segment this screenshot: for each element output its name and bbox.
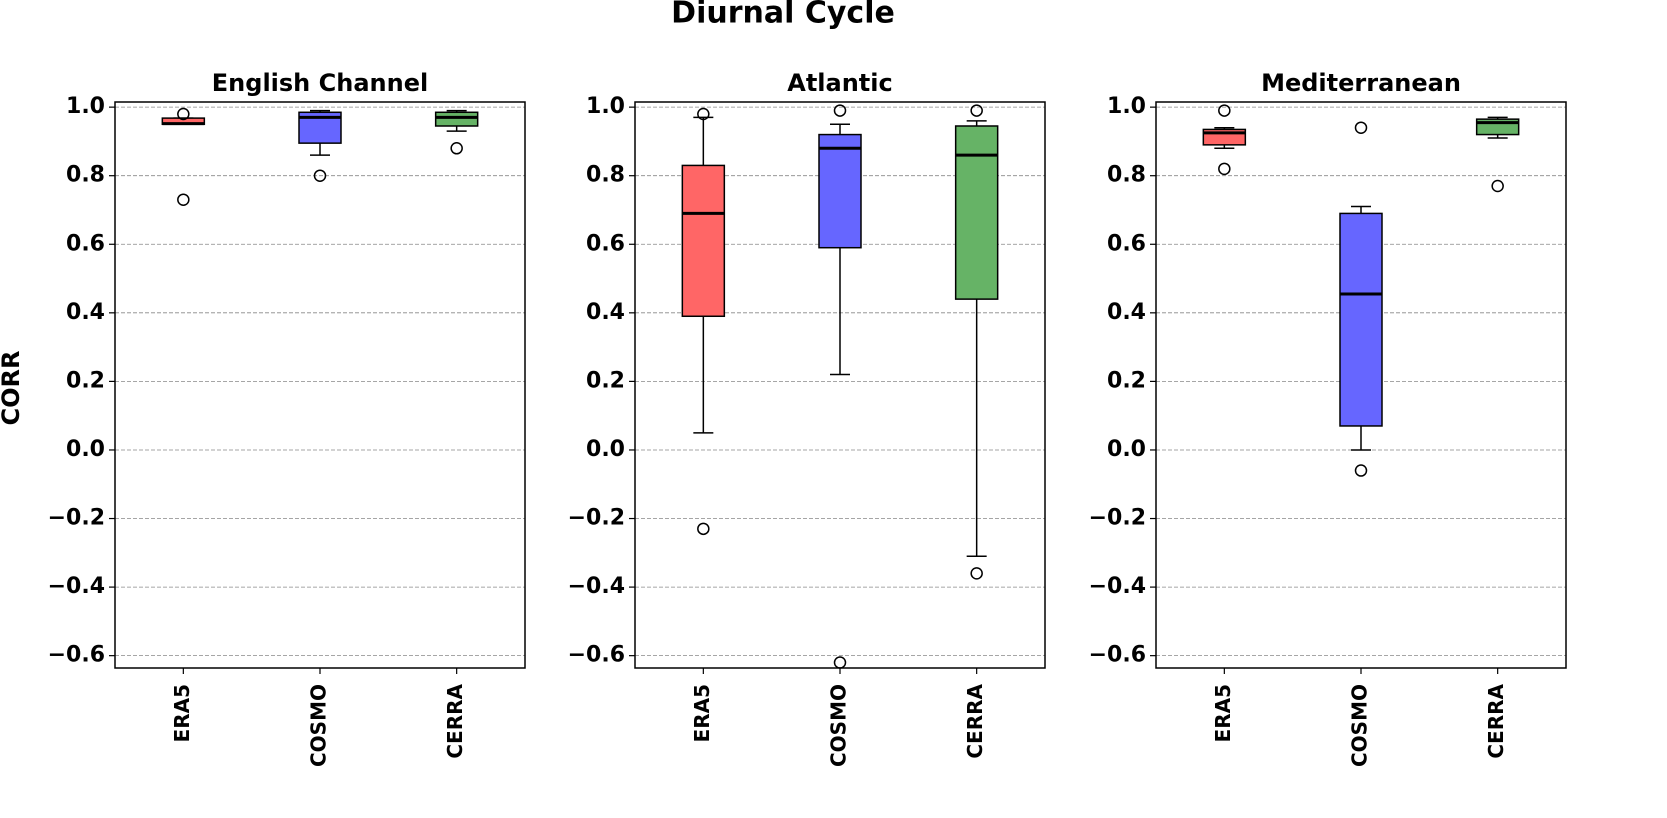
flier bbox=[697, 107, 710, 121]
flier bbox=[833, 656, 847, 669]
y-tick-label: 0.8 bbox=[586, 163, 625, 188]
flier bbox=[1218, 104, 1231, 117]
flier bbox=[833, 104, 847, 117]
flier bbox=[970, 104, 983, 117]
flier bbox=[177, 193, 190, 206]
y-tick-label: 0.8 bbox=[66, 163, 105, 188]
y-tick-label: 0.4 bbox=[586, 300, 625, 325]
y-tick-label: 0.8 bbox=[1107, 163, 1146, 188]
flier bbox=[1354, 121, 1368, 134]
y-tick-label: 0.6 bbox=[586, 231, 625, 256]
panel-title: English Channel bbox=[212, 69, 428, 97]
box bbox=[954, 125, 999, 300]
y-tick-label: 0.0 bbox=[66, 437, 105, 462]
y-tick-label: 0.2 bbox=[1107, 368, 1146, 393]
x-tick-label: COSMO bbox=[1348, 684, 1372, 767]
flier bbox=[450, 142, 463, 155]
y-tick-label: 1.0 bbox=[586, 94, 625, 119]
y-tick-label: 0.6 bbox=[66, 231, 105, 256]
box bbox=[818, 133, 862, 249]
flier bbox=[697, 522, 710, 536]
y-tick-label: −0.4 bbox=[48, 574, 105, 599]
y-tick-label: 1.0 bbox=[66, 94, 105, 119]
flier bbox=[1218, 162, 1231, 176]
plot-frame bbox=[114, 101, 526, 669]
flier bbox=[970, 567, 983, 580]
flier bbox=[1491, 179, 1504, 193]
y-tick-label: −0.2 bbox=[48, 506, 105, 531]
plot-frame bbox=[1155, 101, 1567, 669]
y-tick-label: −0.4 bbox=[568, 574, 625, 599]
y-tick-label: −0.2 bbox=[1089, 506, 1146, 531]
box bbox=[1339, 212, 1383, 427]
x-tick-label: ERA5 bbox=[170, 684, 194, 742]
flier bbox=[177, 107, 190, 121]
x-tick-label: CERRA bbox=[963, 683, 987, 758]
y-tick-label: 0.2 bbox=[586, 368, 625, 393]
y-tick-label: −0.6 bbox=[1089, 643, 1146, 668]
x-tick-label: CERRA bbox=[1484, 683, 1508, 758]
y-tick-label: −0.6 bbox=[568, 643, 625, 668]
x-tick-label: COSMO bbox=[827, 684, 851, 767]
x-tick-label: CERRA bbox=[443, 683, 467, 758]
box bbox=[681, 164, 726, 318]
x-tick-label: ERA5 bbox=[690, 684, 714, 742]
y-tick-label: 0.4 bbox=[1107, 300, 1146, 325]
y-tick-label: 0.2 bbox=[66, 368, 105, 393]
flier bbox=[1354, 464, 1368, 477]
box bbox=[434, 111, 479, 127]
y-tick-label: 0.4 bbox=[66, 300, 105, 325]
panel-title: Atlantic bbox=[787, 69, 892, 97]
y-tick-label: 0.0 bbox=[1107, 437, 1146, 462]
y-tick-label: −0.2 bbox=[568, 506, 625, 531]
y-tick-label: 0.6 bbox=[1107, 231, 1146, 256]
plot-frame bbox=[634, 101, 1046, 669]
y-tick-label: −0.4 bbox=[1089, 574, 1146, 599]
x-tick-label: COSMO bbox=[307, 684, 331, 767]
x-tick-label: ERA5 bbox=[1211, 684, 1235, 742]
y-tick-label: 0.0 bbox=[586, 437, 625, 462]
y-axis-label: CORR bbox=[0, 351, 25, 426]
figure-title: Diurnal Cycle bbox=[671, 0, 895, 31]
panel-title: Mediterranean bbox=[1261, 69, 1461, 97]
flier bbox=[313, 169, 327, 182]
y-tick-label: 1.0 bbox=[1107, 94, 1146, 119]
y-tick-label: −0.6 bbox=[48, 643, 105, 668]
